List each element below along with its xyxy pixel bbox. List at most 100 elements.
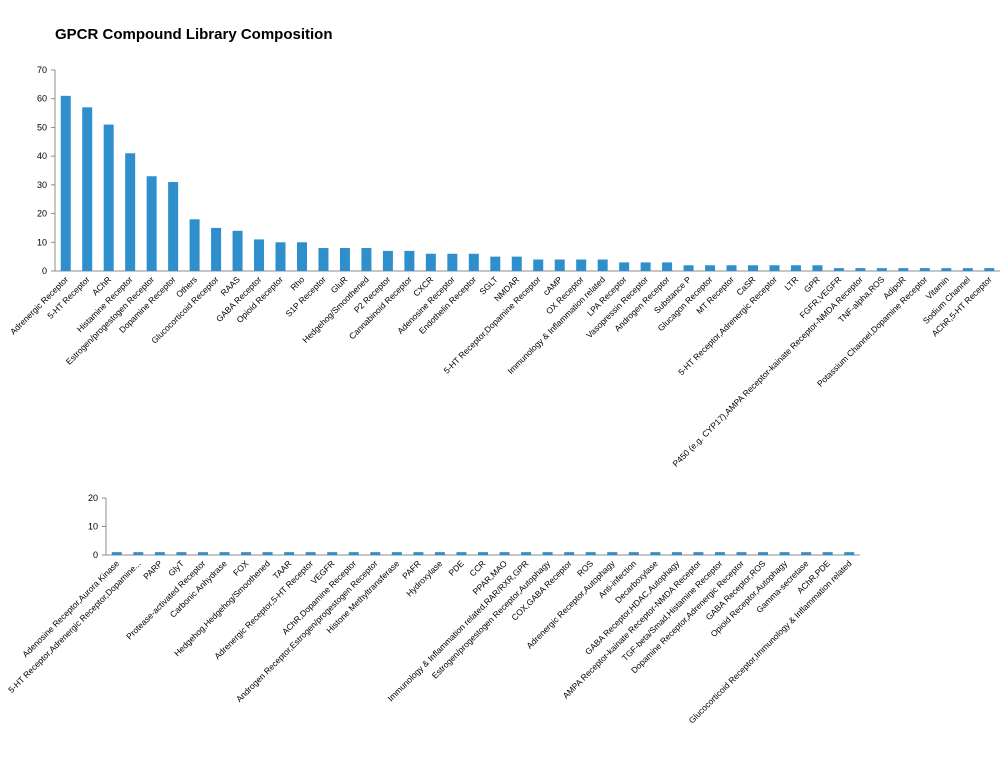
- top-bar: [769, 265, 780, 271]
- bottom-bar: [219, 552, 230, 555]
- bottom-y-tick-label: 20: [88, 493, 98, 503]
- top-bar: [554, 259, 565, 271]
- bottom-bar: [327, 552, 338, 555]
- top-y-tick-label: 70: [37, 65, 47, 75]
- bottom-bar: [391, 552, 402, 555]
- bottom-bar: [650, 552, 661, 555]
- top-bar: [726, 265, 737, 271]
- top-bar: [855, 268, 866, 271]
- top-bar: [254, 239, 265, 271]
- bottom-bar: [434, 552, 445, 555]
- top-category-label: LTR: [782, 274, 800, 292]
- top-y-tick-label: 0: [42, 266, 47, 276]
- top-y-tick-label: 10: [37, 237, 47, 247]
- top-bar: [168, 181, 179, 271]
- bottom-bar: [133, 552, 144, 555]
- top-bar: [339, 248, 350, 271]
- bottom-bar: [758, 552, 769, 555]
- top-bar: [683, 265, 694, 271]
- bottom-bar: [628, 552, 639, 555]
- top-y-tick-label: 50: [37, 122, 47, 132]
- top-bar: [790, 265, 801, 271]
- top-y-tick-label: 20: [37, 209, 47, 219]
- top-bar: [640, 262, 651, 271]
- bottom-category-label: Adenosine Receptor,Aurora Kinase: [20, 558, 121, 659]
- top-y-tick-label: 60: [37, 94, 47, 104]
- top-bar: [898, 268, 909, 271]
- chart-bottom: 0 10 20 Adenosine Receptor,Aurora Kinase5-H…: [6, 493, 860, 725]
- bottom-category-label: 5-HT Receptor,Adrenergic Receptor,Dopami…: [6, 558, 143, 695]
- top-bar: [705, 265, 716, 271]
- bottom-y-tick-label: 0: [93, 550, 98, 560]
- bottom-bar: [154, 552, 165, 555]
- top-bar: [812, 265, 823, 271]
- bottom-bar: [564, 552, 575, 555]
- bottom-y-tick-label: 10: [88, 522, 98, 532]
- bottom-bar: [714, 552, 725, 555]
- top-bar: [919, 268, 930, 271]
- top-bar: [296, 242, 307, 271]
- bottom-category-label: PARP: [141, 558, 164, 581]
- top-bar: [490, 256, 501, 271]
- chart-title: GPCR Compound Library Composition: [55, 26, 333, 43]
- top-bar: [189, 219, 200, 271]
- top-bar: [576, 259, 587, 271]
- top-category-label: Rho: [288, 274, 306, 292]
- bottom-bar: [671, 552, 682, 555]
- bottom-bar: [197, 552, 208, 555]
- top-bar: [984, 268, 995, 271]
- bottom-bar: [779, 552, 790, 555]
- bottom-bar: [413, 552, 424, 555]
- top-bar: [833, 268, 844, 271]
- bottom-bar: [456, 552, 467, 555]
- bottom-bar: [801, 552, 812, 555]
- bottom-bar: [478, 552, 488, 555]
- top-bar: [447, 253, 458, 271]
- top-bar: [876, 268, 887, 271]
- bottom-bar: [693, 552, 704, 555]
- bottom-bar: [241, 552, 252, 555]
- bottom-bar: [284, 552, 295, 555]
- top-y-tick-label: 30: [37, 180, 47, 190]
- top-bar: [82, 107, 93, 271]
- bottom-bar: [499, 552, 510, 555]
- bottom-bar: [521, 552, 532, 555]
- top-bar: [748, 265, 759, 271]
- top-bar: [511, 256, 522, 271]
- bottom-bar: [176, 552, 187, 555]
- bottom-bar: [370, 552, 381, 555]
- top-bar: [232, 230, 243, 271]
- top-bar: [60, 95, 71, 271]
- bottom-bar: [607, 552, 618, 555]
- top-bar: [318, 248, 329, 271]
- top-bar: [275, 242, 286, 271]
- top-bar: [103, 124, 114, 271]
- top-bar: [382, 250, 393, 271]
- top-y-tick-label: 40: [37, 151, 47, 161]
- top-bar: [146, 176, 157, 271]
- top-bar: [125, 153, 136, 271]
- bottom-bar: [542, 552, 553, 555]
- bottom-bar: [585, 552, 596, 555]
- top-bar: [361, 248, 372, 271]
- top-bar: [941, 268, 952, 271]
- top-bar: [211, 227, 222, 271]
- bottom-bar: [305, 552, 316, 555]
- bottom-bar: [348, 552, 359, 555]
- top-bar: [468, 253, 479, 271]
- bottom-bar: [822, 552, 833, 555]
- top-bar: [425, 253, 436, 271]
- bottom-bar: [262, 552, 273, 555]
- top-bar: [533, 259, 544, 271]
- top-bar: [597, 259, 608, 271]
- bottom-bar: [844, 552, 855, 555]
- bottom-bar: [111, 552, 122, 555]
- top-bar: [962, 268, 973, 271]
- bottom-category-label: PDE: [446, 558, 466, 578]
- bottom-bar: [736, 552, 747, 555]
- top-bar: [404, 250, 415, 271]
- top-bar: [619, 262, 630, 271]
- top-bar: [662, 262, 673, 271]
